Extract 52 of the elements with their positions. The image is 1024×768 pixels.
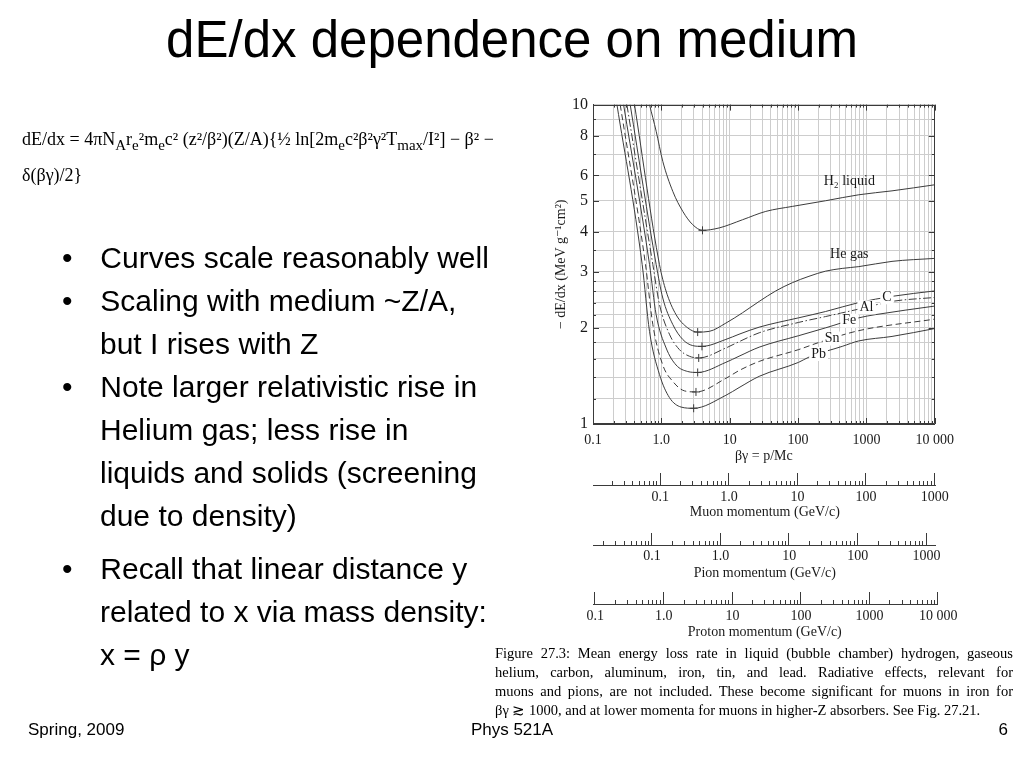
text: 100: [847, 547, 869, 565]
text: Pion momentum (GeV/c): [693, 564, 836, 582]
x-axis-title: βγ = p/Mc: [734, 448, 793, 464]
text: 100: [790, 607, 812, 625]
y-tick-label: 4: [580, 221, 588, 239]
y-tick-label: 10: [572, 94, 588, 112]
x-tick-label: 10 000: [915, 432, 954, 448]
text: 1000: [920, 488, 949, 506]
caption: Figure 27.3: Mean energy loss rate in liquid (bubble chamber) hydrogen, gaseous helium, carbon, aluminum, iron, tin, and lead. Radiative effects, relevant for muons and pions, are not included. These become significant for muons in iron for βγ ≳ 1000, and at lower momenta for muons in higher-Z absorbers. See Fig. 27.21.: [495, 644, 1013, 720]
text: 1.0: [720, 488, 738, 506]
text: • Note larger relativistic rise in Helium gas; less rise in liquids and solids (screening due to density): [62, 369, 478, 534]
series-label: C: [882, 288, 892, 304]
text: 10: [725, 607, 740, 625]
text: Phys 521A: [470, 720, 554, 740]
text: 1.0: [711, 547, 730, 565]
y-tick-label: 5: [580, 190, 588, 208]
text: Muon momentum (GeV/c): [689, 503, 840, 521]
x-tick-label: 1.0: [652, 432, 671, 448]
text: dE/dx = 4πN$_{A}$r$_{e}$²m$_{e}$c² (z²/β²)(Z/A){½ ln[2m$_{e}$c²β²γ²T$_{max}$/I²] − β² − δ(βγ)/2}: [22, 129, 494, 185]
y-tick-label: 3: [580, 261, 588, 279]
text: 10: [782, 547, 797, 565]
text: 1000: [855, 607, 884, 625]
text: • Scaling with medium ~Z/A, but I rises with Z: [62, 283, 457, 362]
text: Proton momentum (GeV/c): [687, 623, 842, 641]
text: 10 000: [918, 607, 958, 625]
x-tick-label: 10: [722, 432, 737, 448]
x-tick-label: 0.1: [584, 432, 602, 448]
series-label: H₂ liquid: [823, 173, 875, 189]
series-label: He gas: [830, 246, 869, 262]
y-tick-label: 6: [580, 165, 588, 183]
text: • Recall that linear distance y related to x via mass density: x = ρ y: [62, 551, 487, 673]
y-tick-label: 8: [580, 125, 588, 143]
y-tick-label: 2: [580, 318, 588, 336]
y-axis-title: − dE/dx (MeV g⁻¹cm²): [553, 199, 570, 330]
series-label: Fe: [842, 312, 857, 328]
x-tick-label: 1000: [852, 432, 881, 448]
x-tick-label: 100: [787, 432, 809, 448]
text: 10: [790, 488, 805, 506]
series-label: Al: [859, 299, 874, 314]
text: 100: [855, 488, 877, 506]
series-label: Pb: [811, 345, 826, 361]
text: 6: [998, 720, 1008, 740]
chart-title: dE/dx dependence on medium: [165, 11, 859, 70]
text: Spring, 2009: [28, 720, 125, 740]
text: 0.1: [643, 547, 661, 565]
text: 1.0: [655, 607, 673, 625]
series-label: Sn: [824, 330, 840, 346]
text: 1000: [912, 547, 941, 565]
text: 0.1: [651, 488, 670, 506]
y-tick-label: 1: [580, 414, 588, 432]
text: 0.1: [586, 607, 604, 625]
text: • Curves scale reasonably well: [62, 240, 489, 276]
